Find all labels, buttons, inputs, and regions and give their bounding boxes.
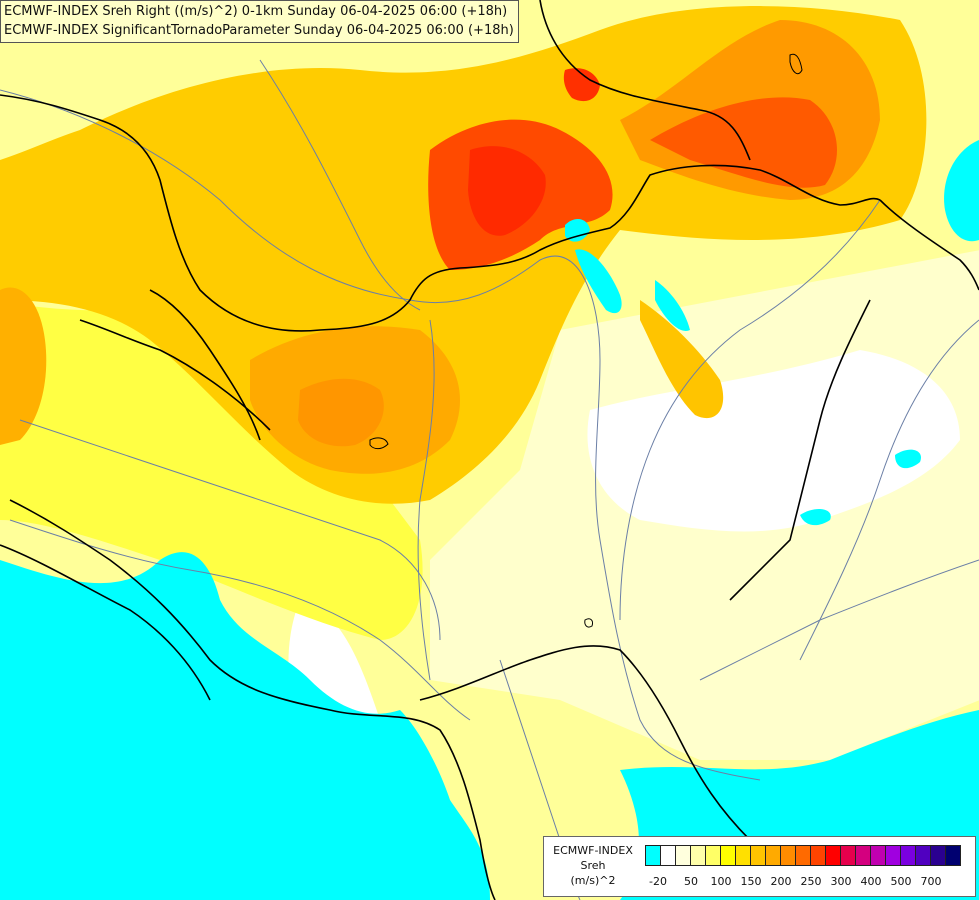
- river-east-1: [799, 319, 979, 661]
- river-danube: [0, 89, 761, 781]
- border-hr-ba: [9, 499, 496, 900]
- map-title-box: ECMWF-INDEX Sreh Right ((m/s)^2) 0-1km S…: [0, 0, 519, 43]
- legend-swatch: [885, 845, 901, 866]
- lake-east-1: [655, 280, 690, 331]
- legend-swatch: [795, 845, 811, 866]
- legend-tick-label: -20: [649, 875, 667, 888]
- legend-tick-label: 700: [920, 875, 942, 888]
- lake-outline-east: [789, 53, 803, 75]
- legend-swatch: [660, 845, 676, 866]
- legend-title-line-2: Sreh: [580, 859, 606, 872]
- border-si-at: [149, 289, 261, 441]
- field-yellow-west: [0, 300, 423, 640]
- river-sava: [9, 519, 471, 721]
- legend-swatch: [855, 845, 871, 866]
- legend-title: ECMWF-INDEX Sreh (m/s)^2: [544, 843, 642, 888]
- sea-adriatic: [0, 552, 490, 900]
- river-east-2: [699, 559, 979, 681]
- lake-outline-south: [584, 618, 593, 628]
- field-red-core-ne: [650, 97, 837, 188]
- legend-swatch: [810, 845, 826, 866]
- river-drava: [19, 419, 441, 641]
- border-hu-hr: [79, 319, 271, 431]
- map-title-line-2: ECMWF-INDEX SignificantTornadoParameter …: [4, 23, 514, 38]
- legend-tick-label: 400: [860, 875, 882, 888]
- map-title-line-1: ECMWF-INDEX Sreh Right ((m/s)^2) 0-1km S…: [4, 4, 508, 19]
- legend-tick-label: 250: [800, 875, 822, 888]
- legend-swatch: [825, 845, 841, 866]
- legend-swatch: [765, 845, 781, 866]
- legend-tick-label: 300: [830, 875, 852, 888]
- border-cz-at-sk: [0, 94, 881, 332]
- border-ua-ro: [879, 199, 979, 291]
- legend-tick-label: 100: [710, 875, 732, 888]
- field-red-small-north: [563, 68, 600, 102]
- lake-east-2: [895, 449, 921, 469]
- legend-title-line-1: ECMWF-INDEX: [553, 844, 633, 857]
- legend-swatch: [705, 845, 721, 866]
- river-tisza: [619, 199, 881, 621]
- field-orange-east-tongue: [640, 300, 724, 419]
- legend-tick-label: 50: [684, 875, 698, 888]
- legend-swatch: [840, 845, 856, 866]
- legend-swatch: [915, 845, 931, 866]
- sea-east-edge: [944, 140, 979, 242]
- river-north-1: [259, 59, 421, 311]
- lake-east-3: [800, 508, 831, 526]
- legend-swatch: [645, 845, 661, 866]
- rivers: [0, 59, 979, 900]
- legend-swatches: [645, 845, 961, 866]
- border-north-pl: [539, 0, 751, 161]
- legend-swatch: [870, 845, 886, 866]
- legend-title-line-3: (m/s)^2: [570, 874, 616, 887]
- legend-swatch: [930, 845, 946, 866]
- lake-outline-small: [369, 437, 389, 450]
- legend-swatch: [720, 845, 736, 866]
- field-orange-deep-central: [298, 378, 384, 447]
- lake-balaton: [575, 249, 622, 314]
- legend-tick-label: 150: [740, 875, 762, 888]
- legend-swatch: [675, 845, 691, 866]
- lake-small-north: [565, 218, 590, 242]
- legend-swatch: [900, 845, 916, 866]
- border-rs-north: [419, 645, 751, 841]
- legend-swatch: [690, 845, 706, 866]
- border-ba-rs: [0, 544, 211, 701]
- legend-tick-label: 500: [890, 875, 912, 888]
- legend-tick-label: 200: [770, 875, 792, 888]
- color-legend: ECMWF-INDEX Sreh (m/s)^2 -20 50 100 150 200 2…: [543, 836, 976, 897]
- field-red-core-inner: [468, 146, 546, 236]
- river-morava: [417, 319, 435, 681]
- border-hu-ro: [729, 299, 871, 601]
- legend-swatch: [780, 845, 796, 866]
- legend-swatch: [750, 845, 766, 866]
- legend-swatch: [735, 845, 751, 866]
- legend-swatch: [945, 845, 961, 866]
- field-orange-west-blob: [0, 287, 47, 445]
